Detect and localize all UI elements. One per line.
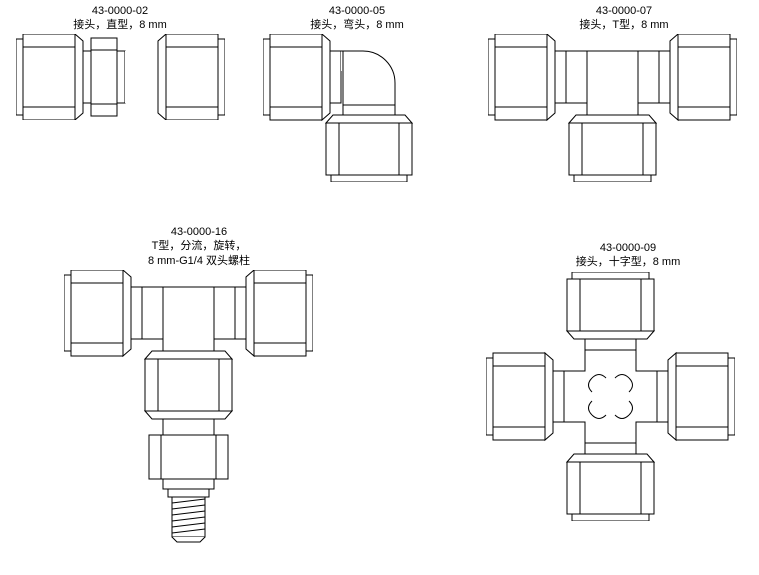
part-description-line2: 8 mm-G1/4 双头螺柱 (134, 254, 264, 268)
fitting-elbow (263, 34, 413, 182)
part-description: 接头，直型，8 mm (65, 18, 175, 32)
part-description: 接头，T型，8 mm (569, 18, 679, 32)
straight-drawing (16, 34, 225, 120)
label-straight: 43-0000-02 接头，直型，8 mm (65, 4, 175, 33)
label-elbow: 43-0000-05 接头，弯头，8 mm (302, 4, 412, 33)
part-number: 43-0000-05 (302, 4, 412, 18)
cross-drawing (486, 272, 735, 521)
part-number: 43-0000-07 (569, 4, 679, 18)
fitting-cross (486, 272, 735, 521)
part-description: 接头，十字型，8 mm (568, 255, 688, 269)
tee-run-drawing (64, 270, 313, 560)
fitting-tee (488, 34, 737, 182)
elbow-drawing (263, 34, 413, 182)
part-description: 接头，弯头，8 mm (302, 18, 412, 32)
part-number: 43-0000-02 (65, 4, 175, 18)
fitting-straight (16, 34, 225, 120)
label-tee: 43-0000-07 接头，T型，8 mm (569, 4, 679, 33)
part-number: 43-0000-09 (568, 241, 688, 255)
label-cross: 43-0000-09 接头，十字型，8 mm (568, 241, 688, 270)
part-description-line1: T型，分流，旋转， (134, 239, 264, 253)
fitting-tee-run (64, 270, 313, 560)
tee-drawing (488, 34, 737, 182)
part-number: 43-0000-16 (134, 225, 264, 239)
label-tee-run: 43-0000-16 T型，分流，旋转， 8 mm-G1/4 双头螺柱 (134, 225, 264, 268)
